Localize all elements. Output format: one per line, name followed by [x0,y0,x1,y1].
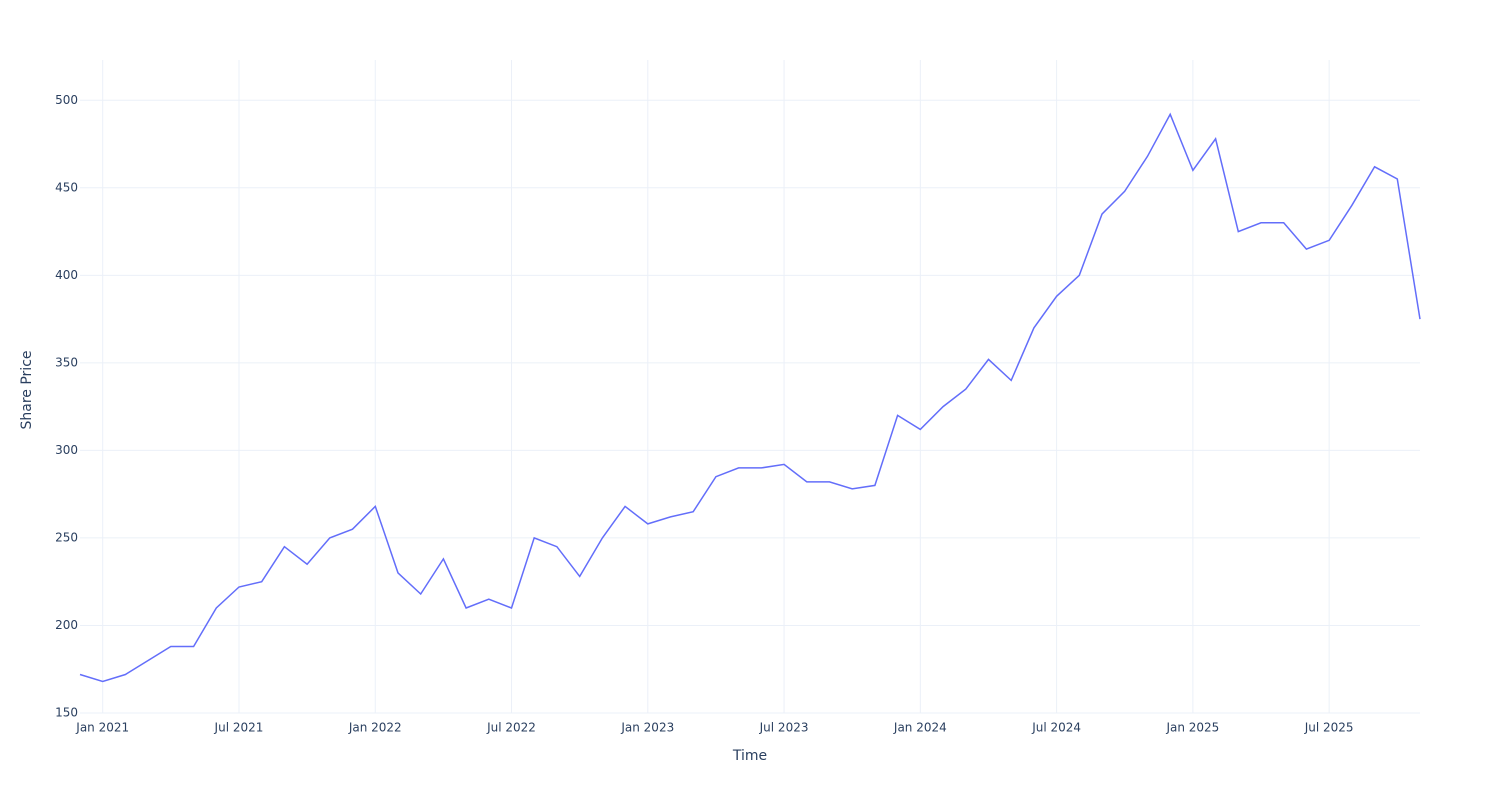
price-line [79,112,1421,683]
x-tick-label: Jan 2022 [348,721,402,735]
y-tick-label: 350 [55,355,78,369]
x-axis-title: Time [732,748,767,764]
x-tick-label: Jul 2025 [1304,721,1354,735]
y-tick-label: 400 [55,268,78,282]
y-tick-label: 200 [55,618,78,632]
y-tick-label: 500 [55,93,78,107]
x-tick-label: Jan 2023 [620,721,674,735]
y-axis-title: Share Price [19,350,35,429]
x-tick-label: Jan 2024 [893,721,947,735]
y-tick-label: 450 [55,180,78,194]
x-tick-label: Jul 2024 [1031,721,1081,735]
x-tick-label: Jan 2025 [1165,721,1219,735]
y-tick-label: 300 [55,443,78,457]
x-tick-label: Jul 2023 [759,721,809,735]
y-tick-label: 250 [55,530,78,544]
x-tick-label: Jul 2022 [486,721,536,735]
x-tick-label: Jul 2021 [214,721,264,735]
y-tick-label: 150 [55,706,78,720]
x-tick-label: Jan 2021 [75,721,129,735]
